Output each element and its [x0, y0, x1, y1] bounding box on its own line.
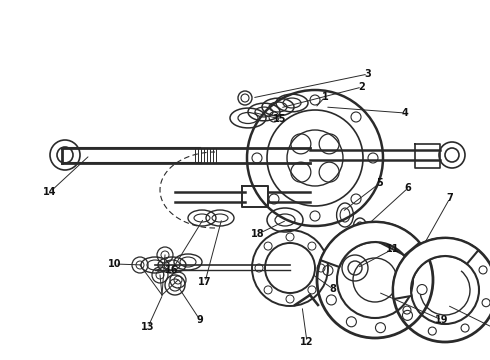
Text: 9: 9 — [196, 315, 203, 325]
Text: 8: 8 — [330, 284, 337, 294]
Text: 14: 14 — [43, 187, 57, 197]
Text: 5: 5 — [377, 178, 383, 188]
Text: 17: 17 — [198, 277, 212, 287]
Text: 4: 4 — [402, 108, 408, 118]
Text: 12: 12 — [300, 337, 314, 347]
Text: 19: 19 — [435, 315, 449, 325]
Wedge shape — [320, 222, 419, 267]
Text: 7: 7 — [446, 193, 453, 203]
Text: 1: 1 — [321, 92, 328, 102]
Text: 11: 11 — [386, 244, 400, 254]
Text: 3: 3 — [365, 69, 371, 79]
Text: 2: 2 — [359, 82, 366, 92]
Text: 15: 15 — [273, 114, 287, 124]
Text: 16: 16 — [165, 265, 179, 275]
Wedge shape — [393, 238, 478, 299]
Text: 13: 13 — [141, 322, 155, 332]
Text: 18: 18 — [251, 229, 265, 239]
Text: 6: 6 — [405, 183, 412, 193]
Text: 10: 10 — [108, 259, 122, 269]
